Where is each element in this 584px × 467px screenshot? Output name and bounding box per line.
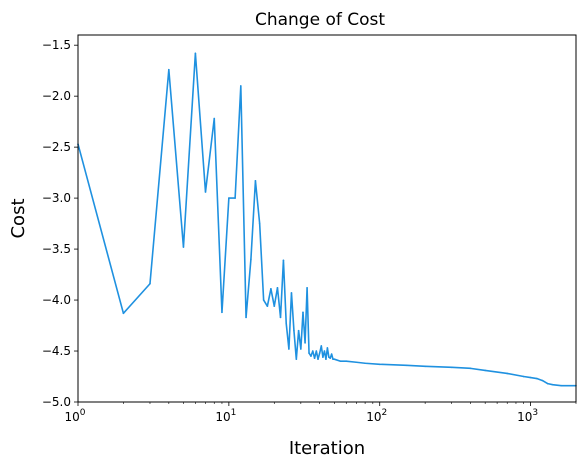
data-point — [194, 52, 197, 55]
data-point — [332, 358, 334, 360]
data-point — [424, 365, 426, 368]
data-point — [378, 363, 381, 366]
data-point — [306, 287, 308, 289]
data-point — [469, 367, 472, 370]
data-point — [318, 352, 321, 354]
data-point — [329, 357, 332, 359]
data-point — [221, 311, 223, 314]
data-point — [308, 352, 310, 354]
x-tick-exponent: 3 — [532, 408, 538, 418]
data-point — [295, 358, 298, 360]
y-tick-label: −5.0 — [42, 395, 71, 409]
data-point — [285, 322, 288, 325]
y-tick-label: −3.5 — [42, 242, 71, 256]
data-point — [302, 311, 304, 314]
data-point — [282, 259, 285, 262]
data-point — [333, 358, 336, 360]
data-point — [240, 85, 242, 87]
data-point — [450, 366, 453, 369]
x-tick-exponent: 1 — [231, 408, 237, 418]
data-point — [484, 369, 486, 372]
data-point — [254, 179, 257, 182]
data-point — [328, 356, 330, 358]
data-point — [323, 350, 326, 352]
data-point — [273, 305, 276, 307]
data-point — [506, 372, 509, 375]
data-point — [250, 258, 252, 261]
y-tick-label: −2.5 — [42, 140, 71, 154]
data-point — [300, 348, 302, 350]
data-point — [234, 197, 236, 199]
y-tick-label: −3.0 — [42, 191, 71, 205]
plot-area — [78, 35, 576, 402]
y-tick-label: −4.5 — [42, 344, 71, 358]
y-tick-label: −1.5 — [42, 38, 71, 52]
data-point — [325, 358, 327, 360]
data-point — [311, 350, 314, 352]
data-point — [330, 353, 333, 355]
y-tick-label: −4.0 — [42, 293, 71, 307]
chart-title: Change of Cost — [255, 10, 385, 30]
data-point — [551, 383, 554, 386]
data-point — [541, 379, 544, 382]
x-tick-label: 100 — [64, 408, 85, 424]
data-point — [288, 348, 290, 350]
data-point — [213, 117, 216, 120]
data-point — [293, 329, 295, 332]
x-axis-label: Iteration — [289, 438, 365, 459]
data-point — [297, 329, 300, 332]
data-point — [245, 316, 247, 319]
data-point — [279, 316, 282, 319]
data-point — [168, 68, 170, 71]
data-point — [262, 299, 265, 301]
plot-frame — [77, 34, 577, 403]
x-tick-label: 103 — [517, 408, 538, 424]
y-tick-label: −2.0 — [42, 89, 71, 103]
data-point — [290, 292, 293, 294]
data-point — [315, 350, 318, 352]
data-point — [149, 282, 151, 285]
data-point — [522, 375, 525, 378]
data-point — [228, 197, 230, 199]
data-point — [304, 342, 306, 344]
data-point — [182, 246, 185, 248]
data-point — [364, 362, 366, 365]
data-point — [270, 288, 272, 290]
y-axis-label: Cost — [8, 198, 29, 238]
data-point — [546, 382, 549, 385]
data-point — [266, 305, 269, 307]
data-point — [529, 376, 532, 379]
data-point — [405, 364, 408, 367]
data-point — [345, 360, 348, 363]
x-tick-label: 101 — [215, 408, 236, 424]
data-point — [355, 361, 358, 364]
x-tick-exponent: 0 — [80, 408, 86, 418]
x-tick-label: 102 — [366, 408, 387, 424]
data-point — [322, 356, 324, 358]
data-point — [317, 358, 319, 360]
data-point — [536, 377, 538, 380]
data-point — [339, 360, 342, 363]
data-point — [560, 384, 563, 387]
data-point — [276, 287, 279, 289]
data-point — [326, 347, 329, 349]
data-point — [310, 355, 312, 357]
data-point — [204, 191, 207, 193]
data-point — [258, 222, 261, 225]
data-point — [313, 357, 316, 359]
x-tick-exponent: 2 — [381, 408, 387, 418]
data-point — [122, 312, 125, 315]
data-point — [320, 345, 323, 347]
